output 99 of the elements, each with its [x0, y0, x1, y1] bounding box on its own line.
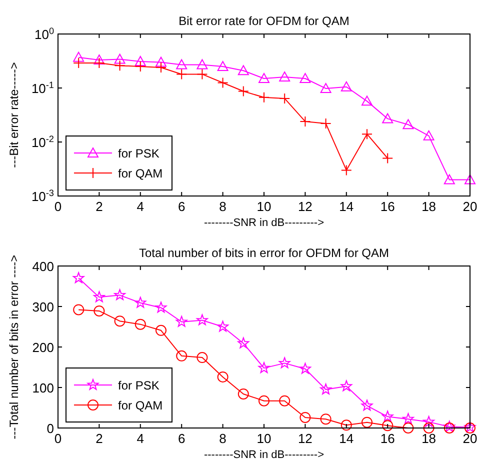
point: [94, 54, 105, 64]
point: [134, 296, 146, 308]
y-tick-label: 100: [32, 380, 54, 396]
point: [238, 65, 249, 76]
y-tick-label: 10$^{-2}$: [31, 134, 54, 150]
point: [340, 164, 352, 176]
point: [402, 422, 414, 434]
point: [72, 272, 84, 284]
point: [444, 174, 455, 184]
point: [423, 130, 434, 140]
x-tick-label: 12: [298, 199, 312, 214]
x-tick-label: 18: [422, 431, 436, 446]
y-tick-label: 10$^{-1}$: [31, 80, 54, 96]
point: [320, 82, 332, 93]
point: [93, 291, 105, 302]
x-tick-label: 16: [380, 431, 395, 446]
point: [155, 302, 167, 313]
y-tick-label: 0: [46, 421, 54, 436]
point: [73, 52, 84, 62]
point: [238, 86, 249, 97]
x-tick-label: 10: [256, 199, 272, 214]
point: [382, 410, 394, 422]
x-axis-title: --------SNR in dB--------->: [204, 217, 324, 229]
point: [362, 416, 372, 428]
point: [196, 314, 208, 326]
point: [176, 350, 188, 362]
point: [402, 119, 414, 130]
point: [402, 413, 414, 424]
y-tick-label: 300: [32, 300, 54, 314]
x-tick-label: 16: [380, 199, 395, 214]
point: [217, 61, 228, 72]
point: [156, 324, 166, 336]
legend-label: for PSK: [118, 378, 160, 392]
point: [134, 56, 146, 66]
chart-title: Total number of bits in error for OFDM for QAM: [138, 246, 390, 260]
point: [362, 96, 372, 106]
x-tick-label: 20: [462, 431, 478, 446]
chart-title: Bit error rate for OFDM for QAM: [178, 14, 350, 28]
y-tick-label: 400: [32, 259, 54, 274]
legend-label: for QAM: [118, 398, 163, 412]
point: [279, 395, 290, 406]
x-tick-label: 14: [339, 431, 354, 446]
x-tick-label: 4: [136, 199, 144, 214]
point: [300, 72, 311, 83]
point: [217, 77, 228, 88]
point: [196, 59, 208, 70]
x-tick-label: 20: [462, 199, 478, 214]
point: [340, 380, 352, 392]
point: [114, 316, 126, 327]
point: [299, 362, 311, 374]
x-tick-label: 18: [422, 199, 436, 214]
y-tick-label: 200: [32, 340, 54, 355]
x-tick-label: 6: [178, 431, 186, 446]
legend-label: for PSK: [118, 146, 160, 160]
point: [238, 388, 249, 400]
point: [279, 71, 290, 82]
point: [238, 337, 250, 348]
legend-label: for QAM: [118, 166, 163, 180]
point: [114, 54, 126, 64]
point: [258, 362, 270, 374]
point: [382, 152, 394, 164]
point: [196, 352, 208, 364]
point: [134, 318, 146, 330]
point: [217, 371, 228, 382]
point: [423, 422, 434, 434]
point: [278, 357, 290, 368]
y-axis-title: ---Bit error rate----->: [7, 62, 21, 168]
point: [320, 384, 332, 394]
x-tick-label: 6: [178, 199, 186, 214]
point: [114, 289, 126, 300]
point: [320, 414, 332, 425]
point: [382, 113, 394, 124]
x-tick-label: 2: [96, 199, 103, 214]
point: [340, 420, 352, 431]
point: [258, 72, 270, 83]
point: [156, 56, 166, 67]
x-tick-label: 10: [256, 431, 272, 446]
x-tick-label: 8: [219, 431, 226, 446]
point: [176, 316, 188, 327]
point: [382, 420, 394, 432]
point: [340, 81, 352, 92]
x-tick-label: 8: [219, 199, 226, 214]
point: [300, 412, 311, 423]
x-tick-label: 14: [339, 199, 354, 214]
y-axis-title: ---Total number of bits in error ---->: [7, 254, 21, 440]
point: [94, 305, 105, 316]
point: [176, 59, 188, 70]
x-tick-label: 2: [96, 431, 103, 446]
y-tick-label: 10$^{-3}$: [31, 188, 54, 204]
point: [361, 400, 373, 411]
point: [464, 174, 476, 184]
x-axis-title: --------SNR in dB--------->: [204, 449, 324, 461]
point: [258, 395, 270, 406]
point: [217, 320, 229, 332]
point: [73, 304, 84, 316]
x-tick-label: 4: [136, 431, 144, 446]
x-tick-label: 12: [298, 431, 312, 446]
y-tick-label: 10$^{0}$: [34, 26, 54, 42]
point: [423, 416, 435, 427]
